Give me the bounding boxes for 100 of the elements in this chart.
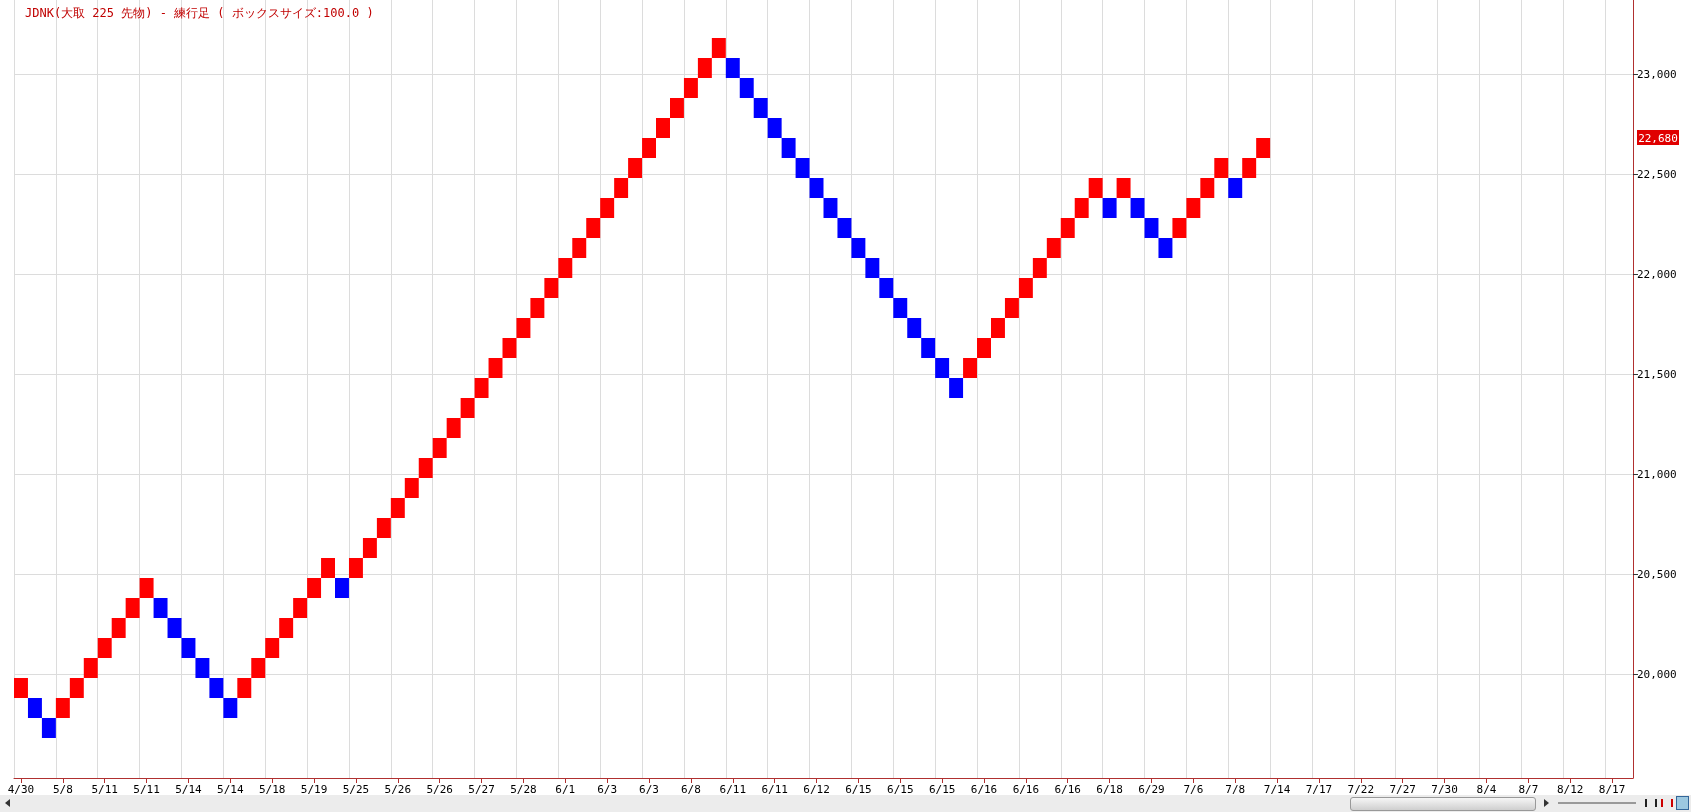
bar (83, 658, 98, 678)
x-tick-label: 5/14 (175, 783, 203, 796)
x-tick-label: 6/16 (970, 783, 998, 796)
x-tick-label: 6/16 (1054, 783, 1081, 796)
bar (223, 698, 238, 718)
bar (1130, 198, 1145, 218)
x-tick-label: 7/22 (1347, 783, 1375, 796)
x-tick-label: 5/26 (426, 783, 453, 796)
bar (711, 38, 726, 58)
bar (153, 598, 168, 618)
bar (279, 618, 294, 638)
bar (502, 338, 517, 358)
bar (1088, 178, 1103, 198)
bar (474, 378, 489, 398)
bar (167, 618, 182, 638)
bar (1046, 238, 1061, 258)
bar (390, 498, 405, 518)
x-tick-label: 6/18 (1096, 783, 1123, 796)
x-tick-label: 5/11 (91, 783, 118, 796)
bar (1242, 158, 1257, 178)
x-tick-label: 5/27 (468, 783, 495, 796)
bar (530, 298, 545, 318)
x-tick-label: 5/18 (258, 783, 286, 796)
bar (376, 518, 391, 538)
x-tick-label: 5/26 (384, 783, 412, 796)
x-tick-label: 6/15 (845, 783, 872, 796)
bar (1200, 178, 1215, 198)
bar (237, 678, 252, 698)
x-tick-label: 6/3 (597, 783, 618, 796)
x-tick-label: 5/19 (300, 783, 328, 796)
bar (781, 138, 796, 158)
bar (1256, 138, 1271, 158)
y-tick-label: 20,500 (1637, 567, 1677, 581)
y-tick-label: 21,500 (1637, 367, 1677, 381)
bar (251, 658, 266, 678)
x-tick-label: 8/4 (1476, 783, 1497, 796)
x-tick-label: 7/6 (1183, 783, 1204, 796)
x-tick-label: 5/11 (133, 783, 160, 796)
bar (683, 78, 698, 98)
x-tick-label: 5/28 (510, 783, 537, 796)
bar (977, 338, 991, 358)
y-tick-label: 22,500 (1637, 167, 1677, 181)
bar (446, 418, 461, 438)
x-tick-label: 8/12 (1556, 783, 1584, 796)
bar (907, 318, 922, 338)
bar (55, 698, 70, 718)
x-tick-label: 8/17 (1598, 783, 1626, 796)
x-tick-label: 6/15 (928, 783, 956, 796)
bar (628, 158, 643, 178)
bar (1186, 198, 1201, 218)
bar (516, 318, 531, 338)
x-tick-label: 6/8 (680, 783, 701, 796)
bar (963, 358, 978, 378)
bar (1032, 258, 1047, 278)
bar (348, 558, 363, 578)
bar (837, 218, 852, 238)
x-tick-label: 7/17 (1305, 783, 1333, 796)
bar (181, 638, 196, 658)
bar (642, 138, 657, 158)
bar (41, 718, 56, 738)
x-tick-label: 7/27 (1389, 783, 1416, 796)
bar (97, 638, 112, 658)
bar (293, 598, 308, 618)
bar (600, 198, 615, 218)
bar (27, 698, 42, 718)
bar (753, 98, 768, 118)
bar (404, 478, 419, 498)
y-tick-label: 22,000 (1637, 267, 1677, 281)
bar (893, 298, 908, 318)
bar (1228, 178, 1243, 198)
bar (1214, 158, 1229, 178)
bar (1172, 218, 1187, 238)
text: JDNK(大取 225 先物) - 練行足 ( ボックスサイズ:100.0 ) (25, 6, 374, 20)
text: 22,680 (1638, 131, 1678, 145)
x-tick-label: 6/15 (887, 783, 914, 796)
bar (544, 278, 559, 298)
bar (1116, 178, 1131, 198)
x-tick-label: 5/14 (217, 783, 244, 796)
x-tick-label: 6/29 (1138, 783, 1165, 796)
bar (1102, 198, 1117, 218)
bar (823, 198, 838, 218)
bar (1144, 218, 1159, 238)
y-tick-label: 23,000 (1637, 67, 1677, 81)
bar (586, 218, 601, 238)
bar (418, 458, 433, 478)
bar (69, 678, 84, 698)
x-tick-label: 6/16 (1012, 783, 1040, 796)
bar (949, 378, 964, 398)
bar (209, 678, 224, 698)
bar (195, 658, 210, 678)
bar (935, 358, 950, 378)
x-tick-label: 7/14 (1263, 783, 1291, 796)
bar (1060, 218, 1075, 238)
x-tick-label: 7/30 (1431, 783, 1458, 796)
bar (725, 58, 740, 78)
x-tick-label: 6/3 (639, 783, 659, 796)
x-tick-label: 4/30 (7, 783, 35, 796)
bar (614, 178, 629, 198)
bar (795, 158, 810, 178)
bar (656, 118, 670, 138)
